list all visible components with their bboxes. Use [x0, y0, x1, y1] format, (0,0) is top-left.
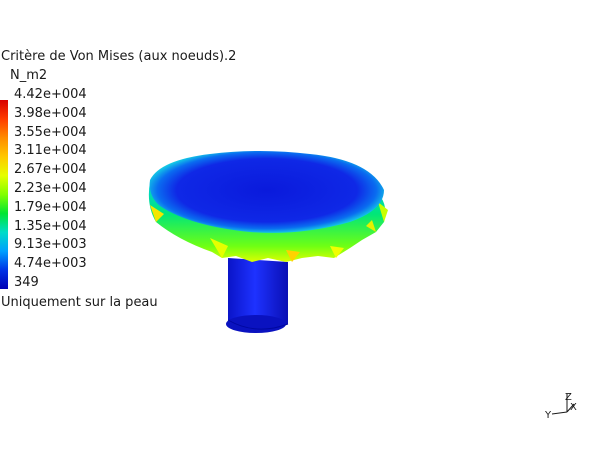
legend-value: 349: [14, 274, 39, 290]
legend-value: 4.42e+004: [14, 87, 87, 102]
legend-value: 2.23e+004: [14, 180, 87, 196]
z-axis-label: Z: [565, 392, 572, 403]
legend-value: 1.79e+004: [14, 199, 87, 215]
legend-color-bar: [0, 100, 8, 289]
x-axis-line: [566, 403, 575, 413]
legend-value: 3.11e+004: [14, 143, 87, 159]
y-axis-line: [551, 411, 568, 415]
legend-unit: N_m2: [10, 68, 48, 83]
legend-value: 1.35e+004: [14, 218, 87, 234]
legend-value: 4.74e+003: [14, 256, 87, 272]
legend-value-list: 4.42e+004 3.98e+004 3.55e+004 3.11e+004 …: [14, 86, 134, 293]
x-axis-label: X: [570, 402, 577, 413]
legend-value: 3.55e+004: [14, 124, 87, 140]
cap-top: [149, 151, 384, 233]
legend-footer: Uniquement sur la peau: [1, 295, 158, 310]
legend-title: Critère de Von Mises (aux noeuds).2: [1, 49, 237, 64]
axis-triad[interactable]: Z Y X: [540, 388, 590, 420]
legend-value: 9.13e+003: [14, 237, 87, 253]
legend-value: 3.98e+004: [14, 105, 87, 121]
y-axis-label: Y: [544, 410, 552, 420]
shaft: [226, 258, 289, 333]
legend-value: 2.67e+004: [14, 162, 87, 178]
